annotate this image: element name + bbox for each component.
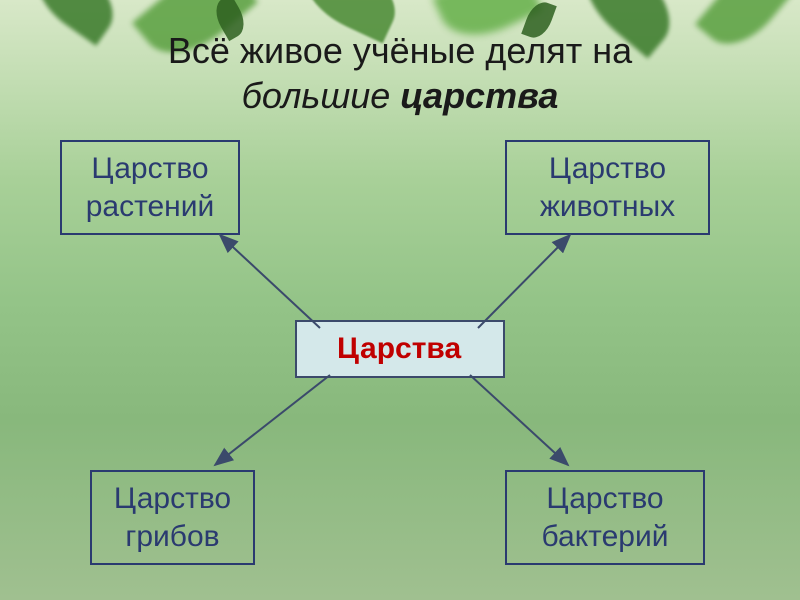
page-title: Всё живое учёные делят на большие царств… bbox=[0, 28, 800, 118]
kingdom-plants: Царство растений bbox=[60, 140, 240, 235]
title-keyword: царства bbox=[400, 75, 558, 116]
kingdom-plants-line1: Царство bbox=[80, 150, 220, 188]
kingdom-animals: Царство животных bbox=[505, 140, 710, 235]
kingdom-animals-line2: животных bbox=[525, 188, 690, 226]
center-kingdoms: Царства bbox=[295, 320, 505, 378]
title-line1: Всё живое учёные делят на bbox=[0, 28, 800, 73]
title-line2: большие царства bbox=[0, 73, 800, 118]
title-line2-prefix: большие bbox=[242, 75, 401, 116]
kingdom-bacteria: Царство бактерий bbox=[505, 470, 705, 565]
kingdom-bacteria-line1: Царство bbox=[525, 480, 685, 518]
kingdom-fungi-line1: Царство bbox=[110, 480, 235, 518]
kingdom-plants-line2: растений bbox=[80, 188, 220, 226]
kingdom-fungi-line2: грибов bbox=[110, 518, 235, 556]
kingdom-fungi: Царство грибов bbox=[90, 470, 255, 565]
kingdom-animals-line1: Царство bbox=[525, 150, 690, 188]
center-kingdoms-label: Царства bbox=[337, 332, 461, 365]
kingdom-bacteria-line2: бактерий bbox=[525, 518, 685, 556]
